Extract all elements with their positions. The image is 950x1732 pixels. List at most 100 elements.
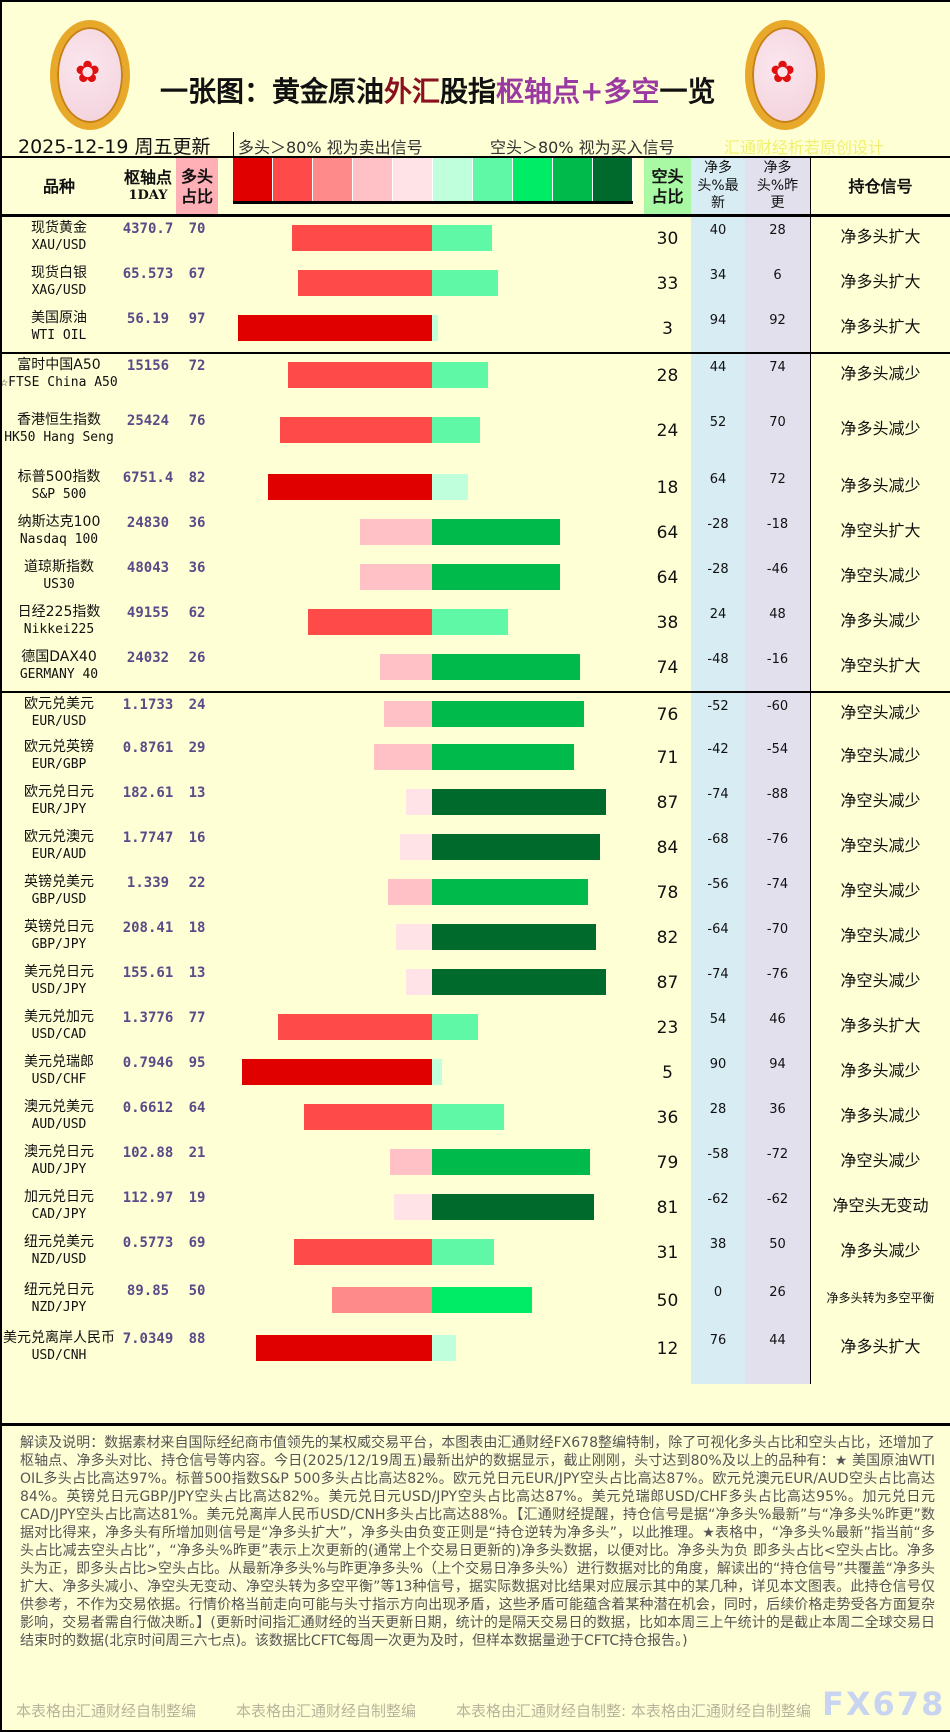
long-bar (406, 789, 432, 815)
table-row: 美元兑日元 USD/JPY 155.61 13 87 -74 -76 净空头减少 (0, 961, 950, 1006)
short-bar (432, 519, 560, 545)
net-long-prev: -46 (745, 556, 811, 601)
short-percent: 23 (656, 1018, 679, 1038)
column-header-long: 多头占比 (176, 158, 218, 215)
instrument-code: ☆FTSE China A50 (0, 375, 118, 390)
short-bar (432, 1194, 594, 1220)
long-bar (280, 417, 432, 443)
instrument-name: 纽元兑美元 NZD/USD (0, 1231, 118, 1279)
net-long-prev: -76 (745, 961, 811, 1006)
net-long-latest: -42 (691, 736, 745, 781)
long-bar (242, 1059, 432, 1085)
table-row: 纽元兑美元 NZD/USD 0.5773 69 31 38 50 净多头减少 (0, 1231, 950, 1279)
long-bar (374, 744, 432, 770)
net-long-latest: -68 (691, 826, 745, 871)
short-percent: 76 (656, 705, 679, 725)
color-swatch (273, 158, 313, 201)
long-bar (384, 701, 432, 727)
net-long-prev: 26 (745, 1279, 811, 1327)
table-row: 欧元兑澳元 EUR/AUD 1.7747 16 84 -68 -76 净空头减少 (0, 826, 950, 871)
short-percent: 78 (656, 883, 679, 903)
long-percent: 13 (188, 965, 206, 981)
net-long-latest: 34 (691, 262, 745, 307)
short-percent: 50 (656, 1291, 679, 1311)
long-bar (360, 519, 432, 545)
instrument-name: 纳斯达克100 Nasdaq 100 (0, 511, 118, 556)
net-long-prev: -76 (745, 826, 811, 871)
pivot-value: 208.41 (122, 920, 174, 936)
divider (0, 1423, 950, 1426)
position-signal: 净多头减少 (840, 1241, 921, 1260)
pivot-value: 182.61 (122, 785, 174, 801)
long-percent: 22 (188, 875, 206, 891)
instrument-name: 美元兑日元 USD/JPY (0, 961, 118, 1006)
instrument-cn: 加元兑日元 (24, 1189, 94, 1205)
flower-icon: ✿ (770, 55, 796, 90)
pivot-value: 0.8761 (122, 740, 174, 756)
short-bar (432, 315, 438, 341)
position-signal: 净空头减少 (840, 703, 921, 722)
instrument-cn: 美元兑加元 (24, 1009, 94, 1025)
short-percent: 79 (656, 1153, 679, 1173)
short-bar (432, 270, 498, 296)
long-bar (268, 474, 432, 500)
instrument-name: 欧元兑英镑 EUR/GBP (0, 736, 118, 781)
instrument-code: US30 (43, 577, 75, 592)
instrument-name: 美国原油 WTI OIL (0, 307, 118, 352)
long-percent: 72 (188, 358, 206, 374)
long-percent: 82 (188, 470, 206, 486)
legend-long-text: 多头＞80% 视为卖出信号 (238, 138, 423, 157)
instrument-cn: 英镑兑日元 (24, 919, 94, 935)
net-long-latest: -64 (691, 916, 745, 961)
net-long-latest: 90 (691, 1051, 745, 1096)
instrument-name: 现货黄金 XAU/USD (0, 217, 118, 262)
position-signal: 净空头扩大 (840, 656, 921, 675)
instrument-cn: 现货黄金 (31, 220, 87, 236)
position-signal: 净多头扩大 (840, 1016, 921, 1035)
instrument-cn: 澳元兑日元 (24, 1144, 94, 1160)
table-row: 加元兑日元 CAD/JPY 112.97 19 81 -62 -62 净空头无变动 (0, 1186, 950, 1231)
column-header-short: 空头占比 (644, 158, 691, 215)
instrument-cn: 美元兑离岸人民币 (3, 1330, 115, 1346)
net-long-prev: -62 (745, 1186, 811, 1231)
instrument-name: 美元兑瑞郎 USD/CHF (0, 1051, 118, 1096)
instrument-code: GBP/JPY (31, 937, 87, 952)
instrument-name: 富时中国A50 ☆FTSE China A50 (0, 354, 118, 409)
instrument-code: USD/CNH (31, 1348, 87, 1363)
short-bar (432, 225, 492, 251)
table-row: 欧元兑英镑 EUR/GBP 0.8761 29 71 -42 -54 净空头减少 (0, 736, 950, 781)
title-part: 一览 (659, 75, 716, 108)
net-long-latest: -74 (691, 781, 745, 826)
column-header-net-latest: 净多头%最新 (691, 158, 745, 215)
net-long-latest: 28 (691, 1096, 745, 1141)
instrument-code: EUR/USD (31, 714, 87, 729)
short-bar (432, 789, 606, 815)
pivot-value: 15156 (126, 358, 170, 374)
short-bar (432, 362, 488, 388)
short-bar (432, 1335, 456, 1361)
page-title: 一张图：黄金原油外汇股指枢轴点+多空一览 (160, 70, 716, 110)
table-row: 日经225指数 Nikkei225 49155 62 38 24 48 净多头减少 (0, 601, 950, 646)
net-long-prev: -72 (745, 1141, 811, 1186)
table-row: 德国DAX40 GERMANY 40 24032 26 74 -48 -16 净空头扩大 (0, 646, 950, 691)
long-bar (360, 564, 432, 590)
footer-watermarks: 本表格由汇通财经自制整编 本表格由汇通财经自制整编 本表格由汇通财经自制整: 本表格… (16, 1700, 851, 1721)
update-date: 2025-12-19 周五更新 (18, 136, 211, 158)
instrument-cn: 纽元兑日元 (24, 1282, 94, 1298)
net-long-latest: 40 (691, 217, 745, 262)
long-percent: 18 (188, 920, 206, 936)
instrument-name: 澳元兑日元 AUD/JPY (0, 1141, 118, 1186)
short-bar (432, 924, 596, 950)
long-bar (288, 362, 432, 388)
position-signal: 净空头减少 (840, 746, 921, 765)
instrument-name: 现货白银 XAG/USD (0, 262, 118, 307)
pivot-value: 89.85 (126, 1283, 170, 1299)
instrument-name: 美元兑加元 USD/CAD (0, 1006, 118, 1051)
column-header-net-prev: 净多头%昨更 (745, 158, 811, 215)
table-row: 美元兑加元 USD/CAD 1.3776 77 23 54 46 净多头扩大 (0, 1006, 950, 1051)
instrument-code: HK50 Hang Seng (4, 430, 114, 445)
pivot-value: 6751.4 (122, 470, 174, 486)
net-long-latest: -28 (691, 556, 745, 601)
instrument-cn: 香港恒生指数 (17, 412, 101, 428)
net-long-prev: 28 (745, 217, 811, 262)
